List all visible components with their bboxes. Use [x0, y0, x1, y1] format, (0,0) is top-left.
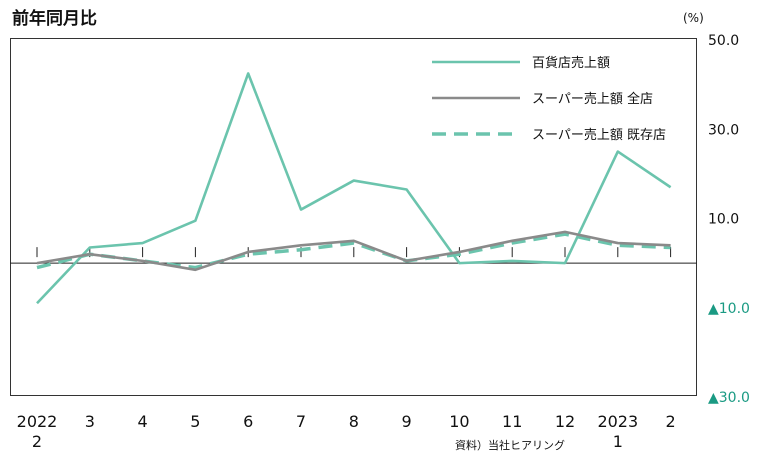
series-line-0	[36, 72, 672, 305]
plot-frame	[10, 38, 697, 396]
x-tick-label: 12	[555, 412, 575, 431]
chart-title: 前年同月比	[12, 8, 97, 29]
legend-label-0: 百貨店売上額	[532, 55, 610, 71]
x-tick-marks	[36, 247, 672, 258]
y-tick-label: ▲30.0	[708, 390, 750, 406]
x-tick-sublabel: 1	[613, 432, 623, 451]
x-tick-label: 5	[190, 412, 200, 431]
legend-label-1: スーパー売上額 全店	[532, 91, 653, 107]
series-layer	[36, 72, 672, 305]
x-tick-sublabel: 2	[32, 432, 42, 451]
series-line-2	[36, 232, 671, 270]
x-tick-label: 8	[349, 412, 359, 431]
x-tick-label: 6	[243, 412, 253, 431]
x-tick-label: 9	[402, 412, 412, 431]
y-tick-label: 30.0	[708, 122, 739, 138]
x-tick-label: 2023	[597, 412, 638, 431]
x-tick-label: 10	[449, 412, 469, 431]
x-tick-label: 2	[666, 412, 676, 431]
series-line-1	[36, 230, 671, 272]
unit-label: (%)	[683, 11, 704, 25]
y-tick-label: 50.0	[708, 33, 739, 49]
x-tick-label: 2022	[17, 412, 58, 431]
x-tick-label: 7	[296, 412, 306, 431]
source-note: 資料）当社ヒアリング	[455, 438, 565, 452]
y-tick-label: 10.0	[708, 212, 739, 228]
legend-label-2: スーパー売上額 既存店	[532, 127, 666, 143]
y-tick-label: ▲10.0	[708, 301, 750, 317]
x-tick-label: 3	[85, 412, 95, 431]
x-tick-label: 4	[138, 412, 148, 431]
y-axis: 50.0 30.0 10.0 ▲10.0 ▲30.0	[708, 33, 750, 406]
x-tick-label: 11	[502, 412, 522, 431]
